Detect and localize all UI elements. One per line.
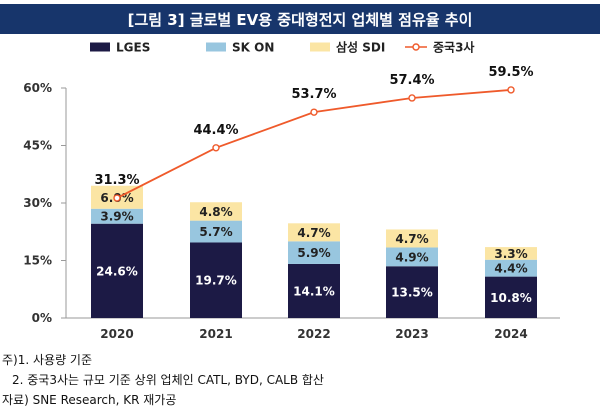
bar-lges-2020 — [91, 223, 143, 318]
chart-title: [그림 3] 글로벌 EV용 중대형전지 업체별 점유율 추이 — [0, 4, 600, 34]
bar-lges-2023 — [386, 266, 438, 318]
footnote-1: 주)1. 사용량 기준 — [2, 353, 93, 367]
line-china3 — [116, 89, 512, 199]
bar-label: 4.7% — [395, 232, 428, 246]
x-tick-label: 2023 — [395, 327, 428, 341]
y-tick-label: 45% — [23, 139, 52, 153]
line-label: 59.5% — [488, 65, 533, 80]
bar-label: 4.8% — [199, 205, 232, 219]
bar-삼성-sdi-2021 — [190, 202, 242, 221]
y-tick-label: 15% — [23, 254, 52, 268]
legend-samsung-sdi-label: 삼성 SDI — [336, 40, 385, 55]
legend-sk-on-label: SK ON — [232, 41, 274, 55]
footnote-2: 2. 중국3사는 규모 기준 상위 업체인 CATL, BYD, CALB 합산 — [12, 373, 324, 387]
bar-label: 3.9% — [100, 210, 133, 224]
bar-삼성-sdi-2024 — [485, 247, 537, 260]
bar-sk-on-2023 — [386, 247, 438, 267]
line-point-china3-2020 — [113, 194, 121, 202]
bar-sk-on-2022 — [288, 241, 340, 264]
legend-sk-on-swatch — [206, 42, 226, 52]
bar-lges-2024 — [485, 276, 537, 318]
bar-label: 5.9% — [297, 246, 330, 260]
bar-label: 19.7% — [195, 274, 237, 288]
bar-label: 4.7% — [297, 226, 330, 240]
bar-label: 14.1% — [293, 284, 335, 298]
legend-lges-label: LGES — [116, 41, 150, 55]
bar-label: 4.9% — [395, 250, 428, 264]
y-tick-label: 60% — [23, 81, 52, 95]
line-label: 44.4% — [193, 123, 238, 138]
x-tick-label: 2022 — [297, 327, 330, 341]
legend-china3-swatch-marker — [412, 43, 420, 51]
bar-label: 13.5% — [391, 286, 433, 300]
legend-china3-label: 중국3사 — [433, 40, 474, 55]
y-tick-label: 0% — [32, 311, 52, 325]
footnotes: 주)1. 사용량 기준 2. 중국3사는 규모 기준 상위 업체인 CATL, … — [2, 350, 324, 410]
line-label: 57.4% — [389, 73, 434, 88]
y-tick-label: 30% — [23, 196, 52, 210]
bar-삼성-sdi-2022 — [288, 223, 340, 242]
x-tick-label: 2021 — [199, 327, 232, 341]
bar-sk-on-2020 — [91, 208, 143, 224]
line-label: 53.7% — [291, 87, 336, 102]
source-note: 자료) SNE Research, KR 재가공 — [2, 393, 177, 407]
legend-samsung-sdi-swatch — [310, 42, 330, 52]
bar-sk-on-2021 — [190, 220, 242, 243]
line-point-china3-2024 — [507, 86, 515, 94]
bar-lges-2022 — [288, 263, 340, 318]
bar-sk-on-2024 — [485, 259, 537, 277]
legend-lges-swatch — [90, 42, 110, 52]
bar-label: 4.4% — [494, 262, 527, 276]
bar-삼성-sdi-2023 — [386, 229, 438, 248]
stacked-bar-line-chart: LGES SK ON 삼성 SDI 중국3사 0% 15% 30% 45% 60% 24.6% 3.… — [23, 40, 560, 341]
x-tick-label: 2020 — [100, 327, 133, 341]
line-point-china3-2021 — [212, 144, 220, 152]
x-tick-label: 2024 — [494, 327, 527, 341]
bar-label: 10.8% — [490, 291, 532, 305]
bar-lges-2021 — [190, 242, 242, 318]
bar-label: 5.7% — [199, 225, 232, 239]
line-label: 31.3% — [94, 173, 139, 188]
line-point-china3-2022 — [310, 108, 318, 116]
bar-label: 3.3% — [494, 247, 527, 261]
line-point-china3-2023 — [408, 94, 416, 102]
bar-label: 24.6% — [96, 264, 138, 278]
